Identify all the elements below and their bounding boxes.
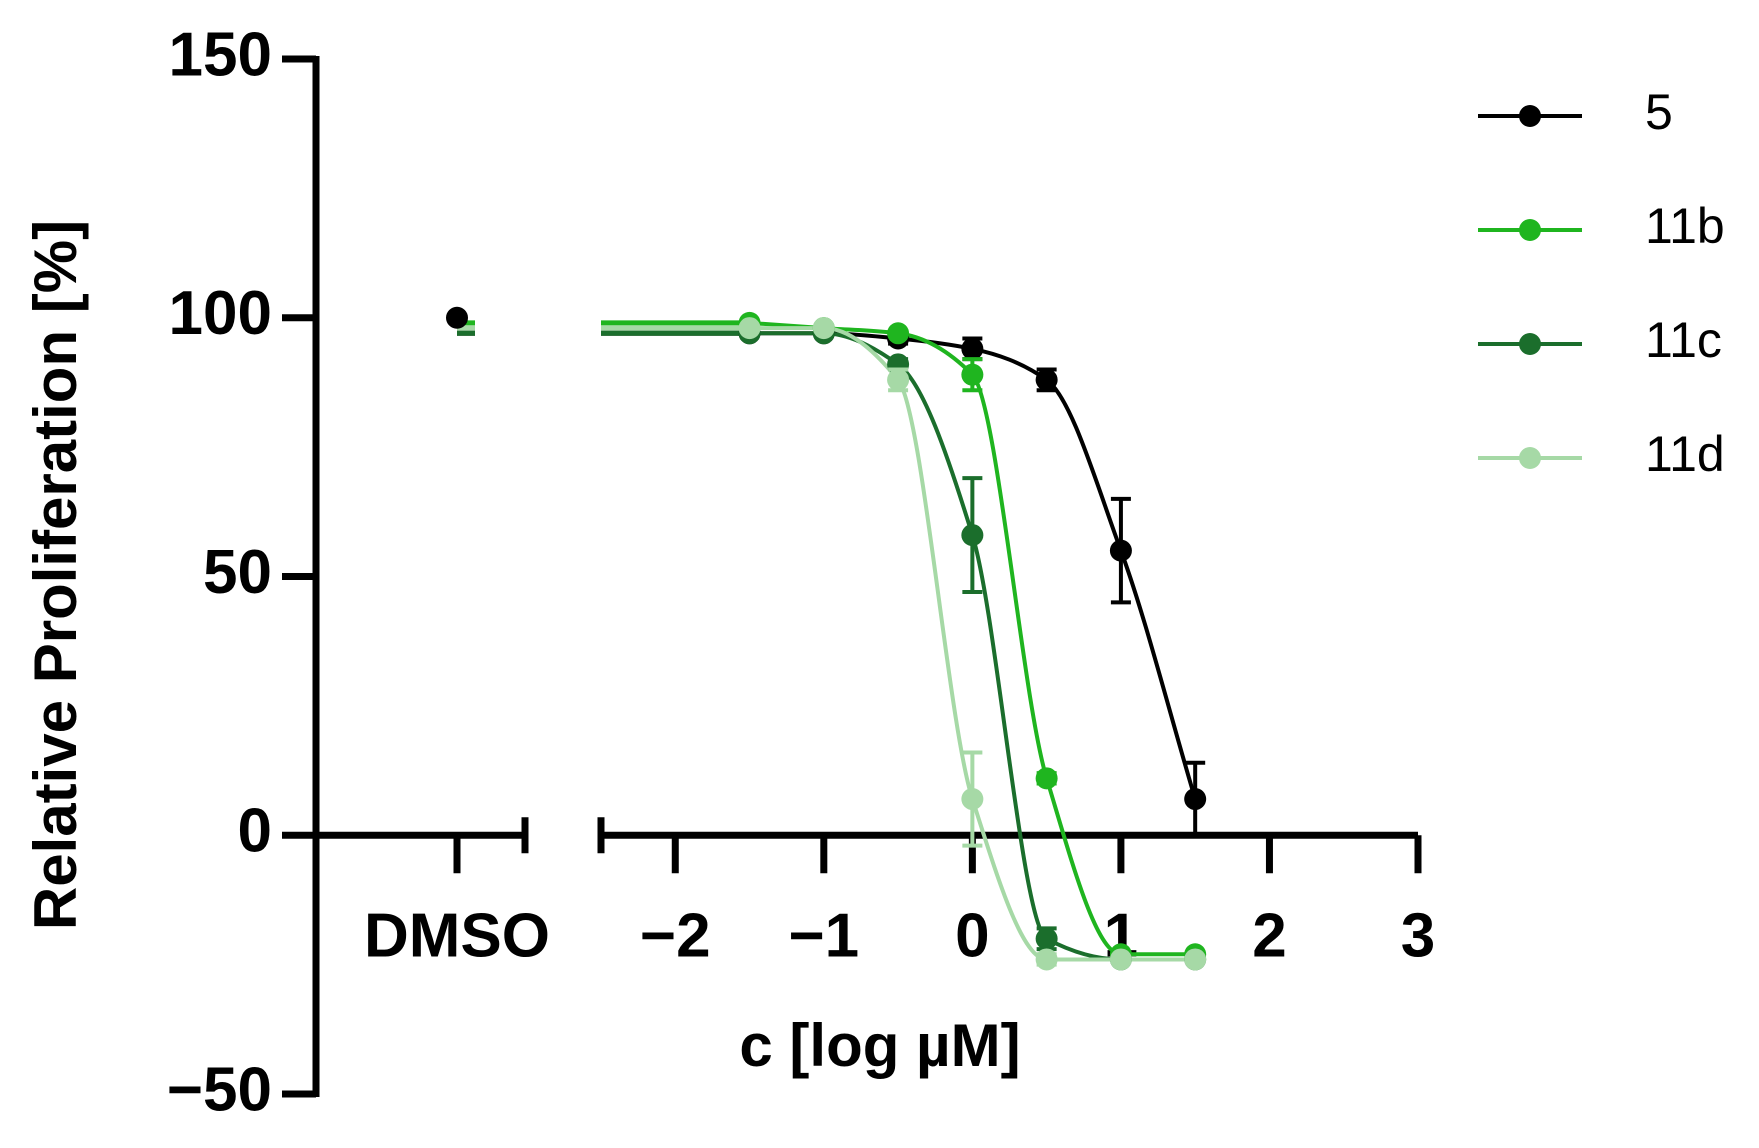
data-point	[961, 337, 984, 360]
data-point	[887, 368, 910, 391]
fit-line	[749, 326, 1196, 962]
y-tick-label: −50	[167, 1055, 272, 1124]
y-tick-label: 50	[203, 538, 272, 607]
x-axis-title: c [log µM]	[739, 1012, 1020, 1079]
data-point	[1184, 788, 1207, 811]
control-point	[446, 306, 468, 329]
x-tick-label: 0	[955, 902, 989, 971]
data-point	[1035, 948, 1058, 971]
data-point	[1035, 368, 1058, 391]
legend-marker	[1519, 105, 1541, 127]
legend-marker	[1519, 447, 1541, 469]
y-tick-label: 100	[169, 279, 272, 348]
data-point	[887, 322, 910, 345]
data-point	[961, 788, 984, 811]
data-point	[738, 317, 761, 340]
data-point	[1184, 948, 1207, 971]
legend-label: 11c	[1645, 312, 1722, 368]
legend-marker	[1519, 219, 1541, 241]
legend-marker	[1519, 333, 1541, 355]
data-point	[1109, 948, 1132, 971]
y-axis-title: Relative Proliferation [%]	[22, 220, 89, 930]
x-tick-label: −1	[788, 902, 859, 971]
data-point	[1109, 539, 1132, 562]
x-tick-label: 3	[1401, 902, 1435, 971]
control-label: DMSO	[364, 902, 550, 971]
y-tick-label: 0	[238, 797, 272, 866]
x-tick-label: −2	[640, 902, 711, 971]
data-point	[961, 524, 984, 547]
data-point	[961, 363, 984, 386]
legend-label: 11d	[1645, 426, 1725, 482]
y-tick-label: 150	[169, 20, 272, 89]
data-point	[1035, 927, 1058, 950]
legend-label: 5	[1645, 84, 1673, 140]
data-point	[1035, 767, 1058, 790]
x-tick-label: 2	[1252, 902, 1286, 971]
fit-line	[749, 320, 1196, 957]
legend-label: 11b	[1645, 198, 1725, 254]
data-point	[812, 317, 835, 340]
